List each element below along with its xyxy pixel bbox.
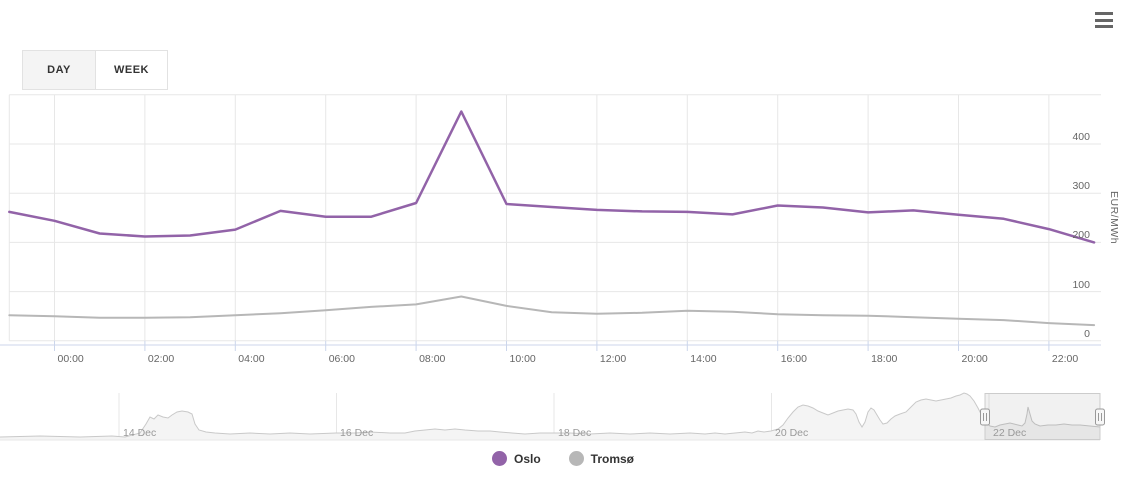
- navigator-handle-left[interactable]: [980, 408, 990, 426]
- navigator-date-label: 18 Dec: [558, 427, 592, 439]
- navigator-selected-range[interactable]: [984, 393, 1101, 440]
- y-axis-label: 400: [1072, 131, 1090, 143]
- navigator-date-label: 16 Dec: [340, 427, 374, 439]
- legend-item-oslo[interactable]: Oslo: [491, 451, 541, 466]
- legend-label: Oslo: [513, 451, 541, 466]
- x-axis-label: 10:00: [509, 353, 536, 365]
- x-axis-label: 08:00: [419, 353, 446, 365]
- tromso-series-swatch-icon: [568, 451, 584, 466]
- series-line-oslo[interactable]: [8, 110, 1096, 244]
- legend-label: Tromsø: [590, 451, 634, 466]
- range-selector: DAY WEEK: [22, 50, 168, 90]
- navigator-date-label: 14 Dec: [123, 427, 157, 439]
- y-axis-label: 300: [1072, 180, 1090, 193]
- x-axis-label: 06:00: [328, 353, 355, 365]
- navigator-date-label: 20 Dec: [775, 427, 809, 439]
- oslo-series-swatch-icon: [491, 451, 507, 466]
- range-button-day[interactable]: DAY: [22, 50, 96, 90]
- x-axis-label: 00:00: [57, 353, 84, 365]
- chart-legend: Oslo Tromsø: [0, 451, 1126, 466]
- x-axis-label: 14:00: [690, 353, 717, 365]
- x-axis-label: 16:00: [780, 353, 807, 365]
- hamburger-menu-icon[interactable]: [1095, 12, 1114, 28]
- hamburger-bar: [1095, 25, 1113, 28]
- y-axis-label: 200: [1072, 229, 1090, 242]
- range-button-week[interactable]: WEEK: [95, 50, 168, 90]
- x-axis-label: 12:00: [599, 353, 627, 365]
- x-axis-label: 04:00: [238, 353, 265, 365]
- y-axis-title: EUR/MWh: [1108, 191, 1120, 245]
- x-axis-label: 20:00: [961, 353, 988, 365]
- series-line-tromsø[interactable]: [8, 295, 1096, 327]
- legend-item-tromso[interactable]: Tromsø: [568, 451, 634, 466]
- x-axis-label: 22:00: [1051, 353, 1079, 365]
- x-axis-label: 02:00: [147, 353, 175, 365]
- hamburger-bar: [1095, 18, 1113, 22]
- y-axis-label: 0: [1084, 327, 1090, 340]
- hamburger-bar: [1095, 12, 1113, 15]
- navigator-date-label: 22 Dec: [993, 427, 1027, 439]
- x-axis-label: 18:00: [871, 353, 898, 365]
- navigator-handle-right[interactable]: [1095, 408, 1105, 426]
- y-axis-label: 100: [1072, 278, 1090, 291]
